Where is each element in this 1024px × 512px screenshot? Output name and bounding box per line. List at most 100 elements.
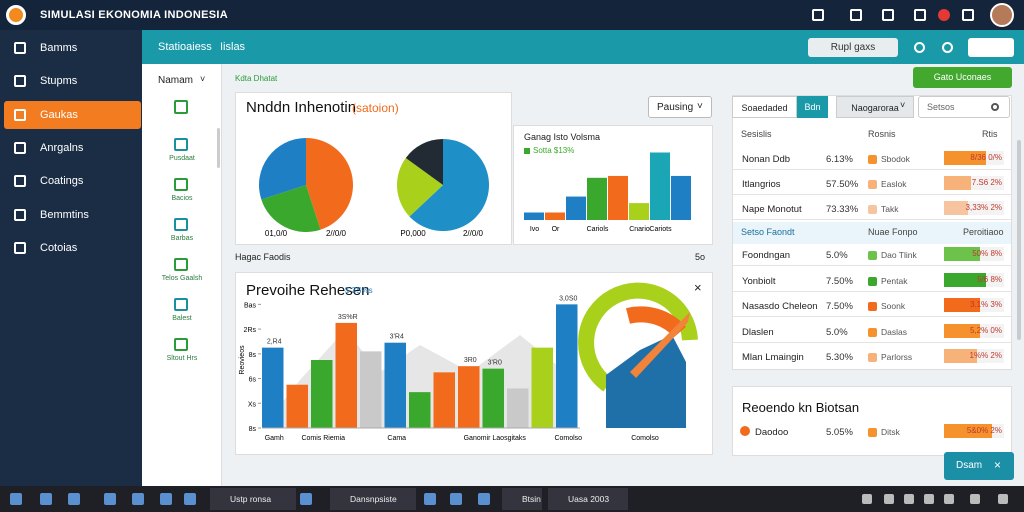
- row-pct: 5.0%: [826, 250, 848, 261]
- section-note: 5o: [695, 252, 706, 262]
- column-header: Sesislis: [741, 129, 772, 139]
- scrollbar: [1017, 140, 1021, 340]
- app-title: SIMULASI EKONOMIA INDONESIA: [40, 9, 228, 21]
- top-icon[interactable]: [914, 9, 926, 21]
- tray-icon: [998, 494, 1008, 504]
- header-subtitle: Iislas: [220, 41, 246, 53]
- header-button[interactable]: [968, 38, 1014, 57]
- row-tag: Sbodok: [881, 154, 910, 164]
- taskbar-icon[interactable]: [40, 493, 52, 505]
- row-pct: 7.50%: [826, 275, 853, 287]
- section-title: Hagac Faodis: [235, 252, 291, 262]
- subnav-label: Barbas: [170, 235, 194, 242]
- logo[interactable]: [6, 5, 26, 25]
- subnav-icon[interactable]: [174, 138, 188, 151]
- sidebar-item[interactable]: Bemmtins: [4, 201, 141, 229]
- taskbar-icon[interactable]: [450, 493, 462, 505]
- subnav-icon[interactable]: [174, 338, 188, 351]
- top-icon[interactable]: [882, 9, 894, 21]
- tab[interactable]: Soaedaded: [732, 96, 797, 118]
- progress-track: 5&0% 2%: [944, 424, 1004, 438]
- taskbar-item[interactable]: Dansnpsiste: [330, 488, 416, 510]
- row-name: Yonbiolt: [742, 275, 776, 287]
- row-tag: Parlorss: [881, 352, 913, 362]
- header-icon[interactable]: [942, 42, 953, 53]
- top-icon[interactable]: [850, 9, 862, 21]
- taskbar-label: Ustp ronsa: [230, 494, 272, 504]
- taskbar-icon[interactable]: [104, 493, 116, 505]
- taskbar-icon[interactable]: [160, 493, 172, 505]
- column-header: Rtis: [982, 129, 998, 139]
- subnav-label: Pusdaat: [169, 155, 195, 162]
- progress-label: 3,33% 2%: [965, 203, 1002, 212]
- subnav-label: Balest: [172, 315, 192, 322]
- sidebar-item[interactable]: Bamms: [4, 34, 141, 62]
- subnav-icon[interactable]: [174, 258, 188, 271]
- avatar[interactable]: [990, 3, 1014, 27]
- header-icon[interactable]: [914, 42, 925, 53]
- progress-bar: [944, 298, 980, 312]
- row-tag: Takk: [881, 204, 899, 214]
- popup[interactable]: Dsam ×: [944, 452, 1014, 480]
- subnav-icon[interactable]: [174, 178, 188, 191]
- row-tag-icon: [868, 327, 877, 337]
- taskbar-icon[interactable]: [10, 493, 22, 505]
- card-title-note: (satoion): [352, 101, 399, 115]
- progress-label: 1%% 2%: [969, 351, 1002, 360]
- subnav-icon[interactable]: [174, 298, 188, 311]
- row-divider: [733, 219, 1011, 220]
- close-button[interactable]: ×: [694, 280, 702, 295]
- header-title: Statioaiess: [158, 41, 212, 53]
- taskbar-item[interactable]: Ustp ronsa: [210, 488, 296, 510]
- subnav-label: Telos Gaalsh: [161, 275, 203, 282]
- taskbar-icon[interactable]: [184, 493, 196, 505]
- sidebar-item[interactable]: Anrgalns: [4, 134, 141, 162]
- row-name: Foondngan: [742, 250, 791, 261]
- row-pct: 6.13%: [826, 154, 853, 165]
- sidebar-item[interactable]: Gaukas: [4, 100, 141, 129]
- subnav-icon[interactable]: [174, 218, 188, 231]
- search-placeholder: Setsos: [927, 102, 955, 112]
- action-button[interactable]: Gato Uconaes: [913, 67, 1012, 88]
- taskbar-icon[interactable]: [68, 493, 80, 505]
- chart-title: Ganag Isto Volsma: [524, 132, 601, 142]
- sidebar-label: Bamms: [40, 42, 78, 54]
- taskbar-icon[interactable]: [478, 493, 490, 505]
- taskbar-item[interactable]: Btsin: [502, 488, 542, 510]
- row-name: Daodoo: [755, 427, 789, 438]
- sidebar-label: Coatings: [40, 175, 84, 188]
- progress-track: 8/36 0/%: [944, 151, 1004, 165]
- taskbar-icon[interactable]: [300, 493, 312, 505]
- progress-label: 7.S6 2%: [971, 178, 1002, 187]
- row-name: Itlangrios: [742, 179, 781, 190]
- taskbar-icon[interactable]: [424, 493, 436, 505]
- row-tag-icon: [868, 276, 877, 286]
- sidebar-item[interactable]: Stupms: [4, 67, 141, 95]
- subnav-caret: ˅: [200, 74, 206, 84]
- top-icon[interactable]: [938, 9, 950, 21]
- progress-label: 50% 8%: [972, 249, 1002, 258]
- row-tag-icon: [868, 353, 877, 362]
- tab[interactable]: Naogaroraa: [836, 96, 914, 118]
- taskbar-item[interactable]: Uasa 2003: [548, 488, 628, 510]
- progress-bar: [944, 424, 992, 438]
- subnav-icon[interactable]: [174, 100, 188, 114]
- row-tag-icon: [868, 155, 877, 164]
- progress-track: 3.1% 3%: [944, 298, 1004, 312]
- top-icon[interactable]: [812, 9, 824, 21]
- sidebar-item[interactable]: Cotoias: [4, 234, 141, 262]
- row-pct: 5.0%: [826, 326, 848, 338]
- header-button[interactable]: Rupl gaxs: [808, 38, 898, 57]
- row-pct: 57.50%: [826, 179, 859, 190]
- row-tag: Dao Tlink: [881, 250, 917, 260]
- tab[interactable]: Bdn: [797, 96, 828, 118]
- top-icon[interactable]: [962, 9, 974, 21]
- taskbar-icon[interactable]: [132, 493, 144, 505]
- dropdown[interactable]: Pausing ˅: [648, 96, 712, 118]
- search-box[interactable]: Setsos: [918, 96, 1010, 118]
- row-name: Mlan Lmaingin: [742, 352, 804, 363]
- sidebar-icon: [14, 208, 26, 221]
- sidebar-item[interactable]: Coatings: [4, 167, 141, 195]
- subnav: [142, 64, 222, 486]
